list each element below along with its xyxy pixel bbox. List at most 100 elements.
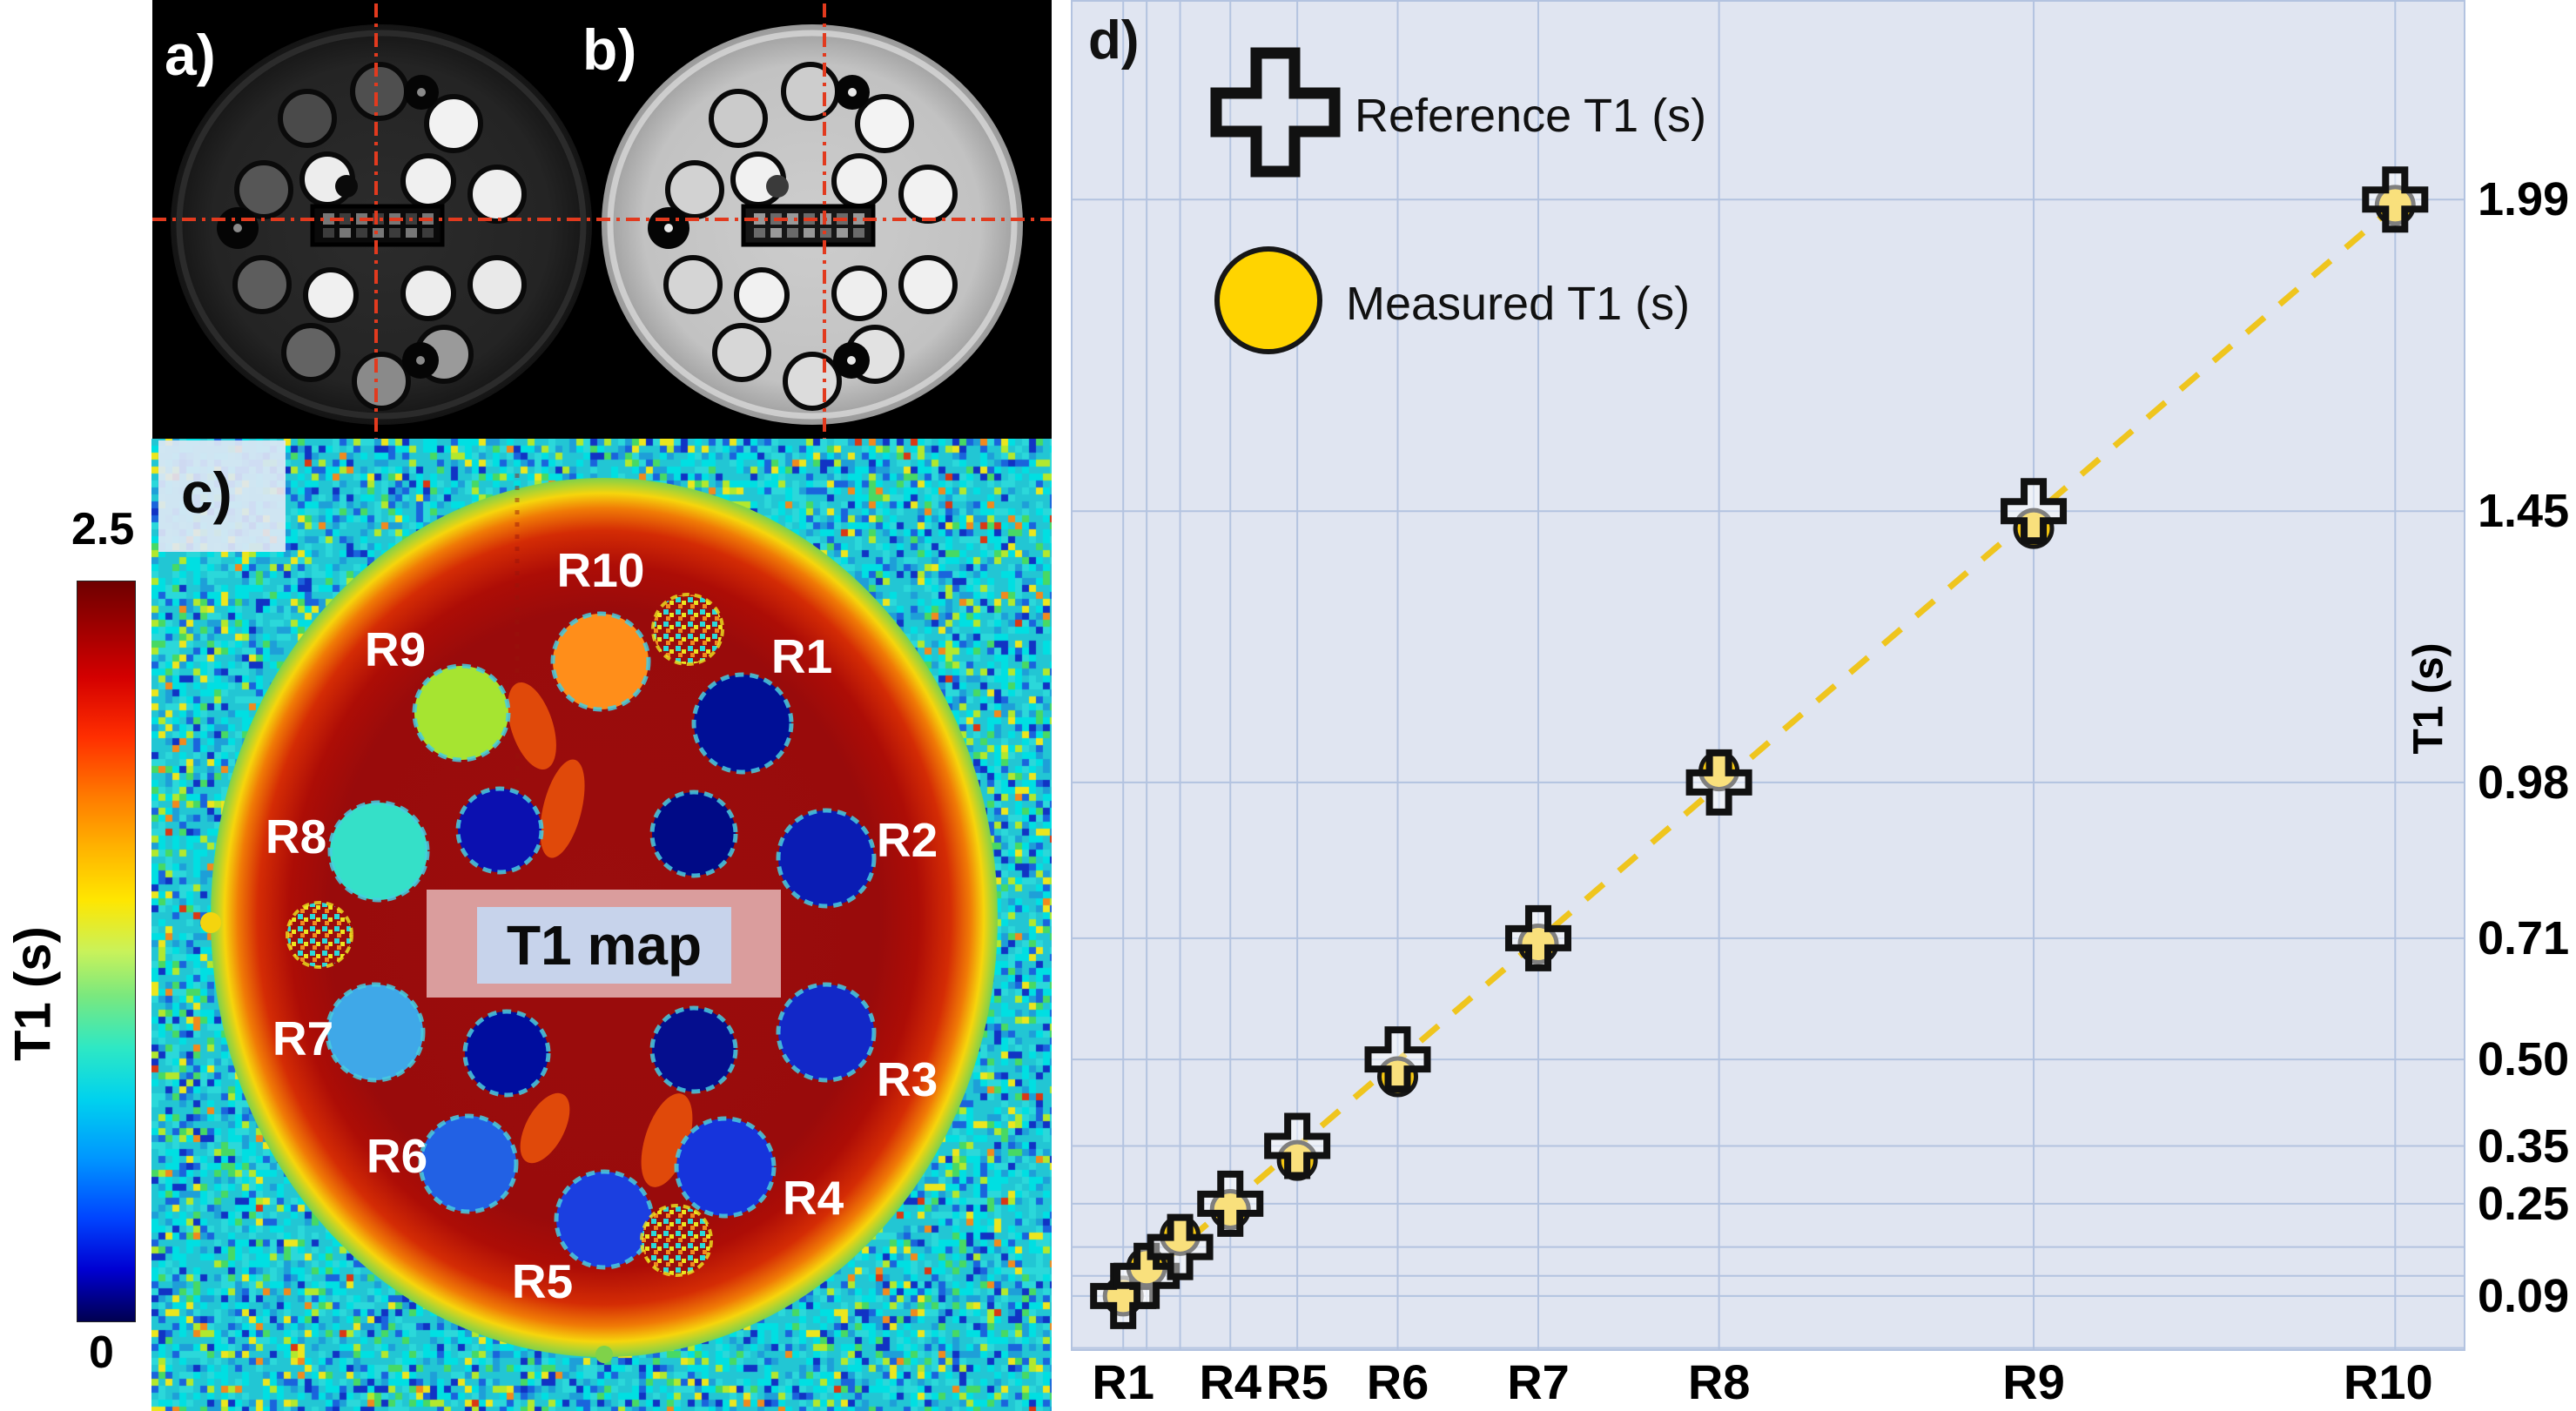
insert-block: [356, 228, 367, 238]
t1-vial: [412, 663, 511, 763]
reference-marker: [1685, 749, 1752, 816]
reference-marker: [1113, 1242, 1180, 1309]
region-label: R6: [367, 1129, 427, 1183]
t1-map-label-inner-box: [477, 907, 731, 984]
x-tick-label: R7: [1507, 1354, 1570, 1409]
insert-block: [373, 228, 384, 238]
panel-c-t1-map: T1 map R10 R9 R1 R8 R2 R7 R3 R6 R4 R5 c): [151, 439, 1052, 1411]
region-label: R1: [771, 629, 832, 683]
phantom-vial: [734, 267, 790, 323]
region-label: R5: [512, 1254, 573, 1308]
reference-marker: [1364, 1026, 1431, 1093]
phantom-vial: [709, 89, 768, 148]
fiducial-center: [417, 88, 426, 97]
panel-c-label-box: c): [158, 440, 286, 552]
y-tick-label: 1.99: [2478, 173, 2570, 226]
x-tick-label: R1: [1092, 1354, 1154, 1409]
insert-block: [787, 228, 798, 238]
insert-block: [804, 228, 815, 238]
mri-phantom-images: [152, 3, 1052, 440]
phantom-vial: [467, 165, 527, 224]
colorbar-jet: [77, 581, 136, 1322]
y-tick-label: 1.45: [2478, 485, 2570, 538]
phantom-vial: [663, 255, 723, 314]
phantom-vial: [232, 255, 292, 314]
region-label: R4: [783, 1171, 844, 1225]
t1-vial: [550, 611, 651, 712]
y-tick-label: 0.25: [2478, 1177, 2570, 1230]
reference-marker: [2001, 478, 2068, 545]
flow-artifact: [540, 759, 585, 858]
insert-block: [406, 228, 417, 238]
fiducial-center: [848, 88, 857, 97]
t1-map-title: T1 map: [507, 914, 702, 977]
phantom-rim: [607, 30, 1018, 420]
speckled-vial: [286, 901, 353, 969]
panel-ab-mri-images: a) b): [152, 0, 1052, 443]
fiducial-center: [416, 356, 425, 365]
t1-vial: [691, 672, 794, 775]
phantom-vial: [855, 94, 914, 153]
x-tick-label: R10: [2343, 1354, 2433, 1409]
panel-b-label: b): [582, 17, 637, 82]
t1-vial: [649, 789, 738, 878]
speckled-vial: [651, 593, 724, 666]
insert-block: [770, 228, 782, 238]
phantom-vial: [281, 323, 340, 382]
insert-block: [323, 213, 334, 225]
trendline-dashed: [1120, 203, 2398, 1299]
region-label: R10: [557, 543, 645, 597]
x-tick-label: R8: [1687, 1354, 1751, 1409]
insert-block: [340, 228, 351, 238]
flow-artifact: [520, 1092, 570, 1164]
speckled-vial: [640, 1204, 713, 1277]
colorbar-min-label: 0: [89, 1327, 114, 1378]
rim-artifact: [595, 1346, 613, 1363]
colorbar-axis-title: T1 (s): [4, 926, 62, 1061]
insert-block: [389, 228, 400, 238]
t1-vial: [325, 982, 426, 1083]
x-tick-label: R6: [1366, 1354, 1429, 1409]
phantom-vial: [781, 62, 840, 121]
y-axis-title: T1 (s): [2405, 642, 2452, 755]
phantom-vial: [400, 265, 456, 321]
phantom-vial: [467, 255, 527, 314]
colorbar-max-label: 2.5: [71, 504, 135, 554]
region-label: R2: [877, 813, 938, 867]
phantom-vial: [278, 89, 337, 148]
phantom-vial: [350, 62, 409, 121]
reference-marker: [1197, 1170, 1264, 1237]
fiducial-center: [233, 224, 242, 232]
reference-marker: [1147, 1213, 1214, 1280]
t1-vial: [649, 1005, 738, 1094]
phantom-vial: [898, 165, 958, 224]
phantom-vial: [665, 160, 724, 219]
insert-block: [754, 228, 765, 238]
t1-vial: [462, 1009, 551, 1098]
t1-vial: [455, 786, 544, 875]
phantom-vial: [352, 352, 411, 411]
legend-cross-icon: [1210, 47, 1341, 178]
legend-measured-label: Measured T1 (s): [1346, 278, 1691, 330]
t1-vial: [418, 1113, 519, 1214]
x-tick-label: R5: [1266, 1354, 1328, 1409]
t1-vial: [776, 982, 877, 1083]
t1-vial: [554, 1169, 655, 1270]
phantom-vial: [424, 94, 483, 153]
y-tick-label: 0.71: [2478, 911, 2570, 964]
t1-vial: [776, 808, 877, 909]
image-artifact: [766, 175, 789, 198]
insert-block: [837, 228, 848, 238]
t1-comparison-chart: [1071, 0, 2465, 1351]
panel-c-label: c): [181, 460, 232, 525]
insert-block: [422, 228, 434, 238]
phantom-vial: [831, 153, 887, 209]
panel-d-plot-area: d) Reference T1 (s) Measured T1 (s) T1 (…: [1071, 0, 2465, 1351]
reference-marker: [1264, 1112, 1331, 1179]
legend-reference-label: Reference T1 (s): [1355, 90, 1707, 142]
rim-artifact: [200, 912, 221, 933]
y-tick-label: 0.50: [2478, 1033, 2570, 1086]
reference-marker: [1504, 904, 1571, 971]
region-label: R3: [877, 1052, 938, 1106]
x-tick-label: R9: [2002, 1354, 2065, 1409]
